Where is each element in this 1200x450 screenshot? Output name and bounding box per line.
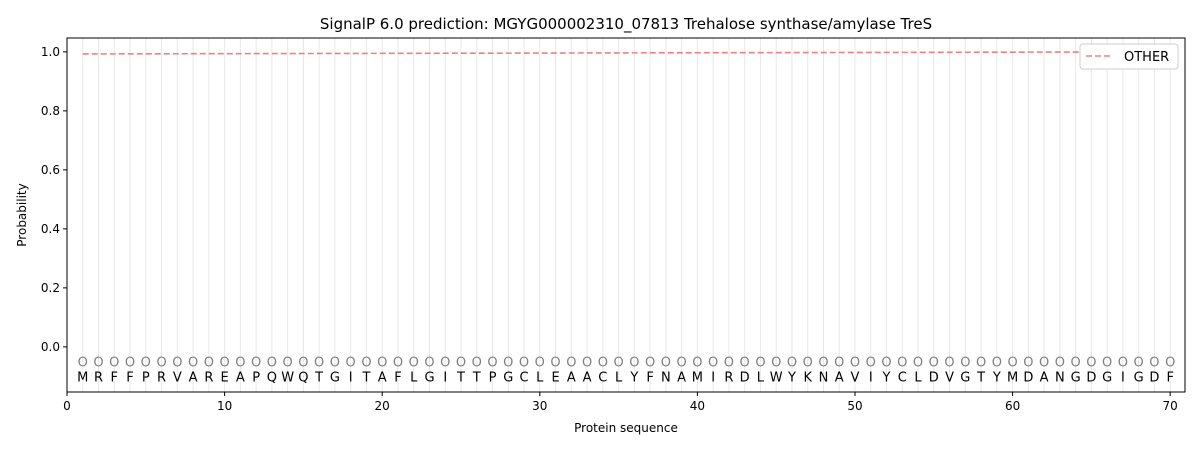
region-label: O	[78, 356, 88, 371]
region-label: O	[424, 356, 434, 371]
region-label: O	[582, 356, 592, 371]
region-label: O	[550, 356, 560, 371]
region-label: O	[960, 356, 970, 371]
region-label: O	[992, 356, 1002, 371]
x-axis-label: Protein sequence	[574, 421, 678, 435]
chart-title: SignalP 6.0 prediction: MGYG000002310_07…	[320, 15, 932, 34]
region-label: O	[834, 356, 844, 371]
region-label: O	[1165, 356, 1175, 371]
region-label: O	[598, 356, 608, 371]
legend-label-other: OTHER	[1124, 50, 1169, 65]
y-tick-label: 0.8	[41, 104, 60, 118]
region-label: O	[251, 356, 261, 371]
region-label: O	[314, 356, 324, 371]
region-label: O	[409, 356, 419, 371]
x-tick-label: 60	[1005, 399, 1020, 413]
region-label: O	[692, 356, 702, 371]
region-label: O	[1086, 356, 1096, 371]
region-label: O	[235, 356, 245, 371]
x-tick-label: 10	[217, 399, 232, 413]
x-tick-label: 0	[63, 399, 71, 413]
series-other-line	[82, 51, 1171, 55]
y-tick-label: 0.2	[41, 281, 60, 295]
region-label: O	[440, 356, 450, 371]
region-label: O	[944, 356, 954, 371]
region-label: O	[1149, 356, 1159, 371]
region-label: O	[393, 356, 403, 371]
region-label: O	[629, 356, 639, 371]
region-label: O	[283, 356, 293, 371]
x-tick-label: 20	[375, 399, 390, 413]
region-label: O	[125, 356, 135, 371]
region-label: O	[787, 356, 797, 371]
region-label: O	[519, 356, 529, 371]
region-label: O	[219, 356, 229, 371]
region-label: O	[913, 356, 923, 371]
region-label: O	[566, 356, 576, 371]
region-label: O	[740, 356, 750, 371]
region-label: O	[1134, 356, 1144, 371]
region-label: O	[976, 356, 986, 371]
legend-box	[1079, 43, 1179, 70]
x-tick-label: 70	[1163, 399, 1178, 413]
region-label: O	[1071, 356, 1081, 371]
region-label: O	[377, 356, 387, 371]
y-tick-label: 0.6	[41, 163, 60, 177]
region-label: O	[1118, 356, 1128, 371]
x-tick-label: 30	[532, 399, 547, 413]
plot-frame	[66, 37, 1186, 393]
region-label: O	[881, 356, 891, 371]
region-label: O	[487, 356, 497, 371]
region-label: O	[156, 356, 166, 371]
region-label: O	[330, 356, 340, 371]
y-tick-label: 0.4	[41, 222, 60, 236]
region-label: O	[724, 356, 734, 371]
y-tick-label: 1.0	[41, 45, 60, 59]
residue-sequence: MRFFPRVAREAPQWQTGITAFLGITTPGCLEAACLYFNAM…	[77, 370, 1174, 385]
region-label: O	[361, 356, 371, 371]
region-label: O	[472, 356, 482, 371]
region-label: O	[1023, 356, 1033, 371]
region-label: O	[93, 356, 103, 371]
region-label: O	[1039, 356, 1049, 371]
y-tick-label: 0.0	[41, 340, 60, 354]
region-label: O	[267, 356, 277, 371]
region-label: O	[661, 356, 671, 371]
region-label: O	[850, 356, 860, 371]
region-label: O	[503, 356, 513, 371]
region-label: O	[1055, 356, 1065, 371]
region-label: O	[929, 356, 939, 371]
region-label: O	[204, 356, 214, 371]
region-label: O	[109, 356, 119, 371]
region-label: O	[897, 356, 907, 371]
region-label: O	[708, 356, 718, 371]
region-label: O	[188, 356, 198, 371]
region-label: O	[298, 356, 308, 371]
region-label: O	[456, 356, 466, 371]
region-label: O	[803, 356, 813, 371]
x-tick-label: 40	[690, 399, 705, 413]
region-label: O	[1007, 356, 1017, 371]
region-label: O	[535, 356, 545, 371]
region-label: O	[771, 356, 781, 371]
region-label: O	[818, 356, 828, 371]
region-label: O	[677, 356, 687, 371]
region-label: O	[755, 356, 765, 371]
region-label: O	[346, 356, 356, 371]
region-label: O	[645, 356, 655, 371]
region-label: O	[1102, 356, 1112, 371]
region-label: O	[141, 356, 151, 371]
region-label: O	[866, 356, 876, 371]
region-label: O	[172, 356, 182, 371]
region-label: O	[613, 356, 623, 371]
x-tick-label: 50	[847, 399, 862, 413]
y-axis-label: Probability	[15, 183, 29, 246]
